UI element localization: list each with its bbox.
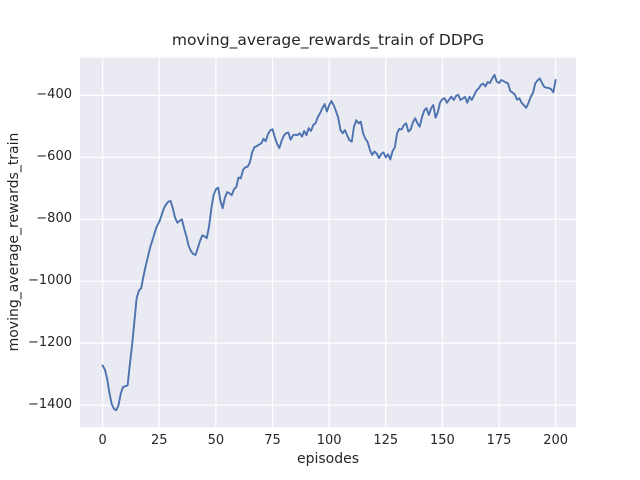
y-tick-label: −800 xyxy=(36,211,72,227)
series-line xyxy=(101,73,557,412)
y-tick-label: −600 xyxy=(36,149,72,165)
x-tick-label: 50 xyxy=(207,433,225,448)
x-tick-label: 25 xyxy=(150,433,168,448)
x-tick-label: 175 xyxy=(486,433,512,448)
y-tick-label: −1200 xyxy=(28,335,72,351)
x-tick-label: 150 xyxy=(429,433,455,448)
plot-background xyxy=(80,57,576,428)
x-tick-label: 200 xyxy=(543,433,569,448)
y-axis-label: moving_average_rewards_train xyxy=(6,132,22,352)
x-axis-label: episodes xyxy=(296,451,360,467)
y-tick-label: −1000 xyxy=(28,273,72,289)
chart-title: moving_average_rewards_train of DDPG xyxy=(171,31,485,49)
x-tick-label: 100 xyxy=(316,433,342,448)
y-tick-label: −400 xyxy=(36,87,72,103)
x-tick-label: 75 xyxy=(264,433,281,448)
x-tick-label: 125 xyxy=(373,433,399,448)
y-tick-label: −1400 xyxy=(28,397,72,413)
x-tick-label: 0 xyxy=(98,433,107,448)
